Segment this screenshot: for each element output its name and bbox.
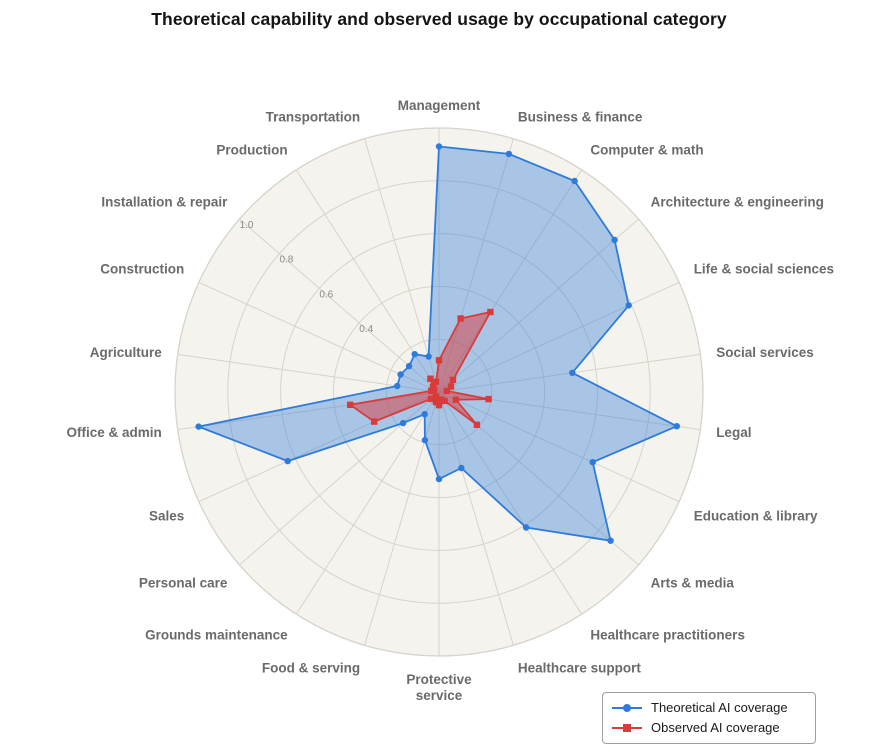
category-label: Healthcare support (518, 661, 642, 676)
legend-sample-observed (612, 721, 642, 735)
category-label: Transportation (266, 109, 361, 124)
category-label: Construction (100, 262, 184, 277)
category-label: Grounds maintenance (145, 628, 288, 643)
category-label: Computer & math (590, 142, 703, 157)
category-label: Business & finance (518, 109, 643, 124)
square-marker-icon (623, 723, 631, 732)
legend-label-theoretical: Theoretical AI coverage (651, 700, 788, 715)
legend-label-observed: Observed AI coverage (651, 720, 780, 735)
svg-text:0.4: 0.4 (359, 324, 373, 335)
category-label: Healthcare practitioners (590, 628, 745, 643)
category-label: Installation & repair (101, 195, 228, 210)
category-label: Legal (716, 425, 751, 440)
category-label: Personal care (139, 575, 228, 590)
legend-sample-theoretical (612, 701, 642, 715)
category-label: Production (216, 142, 287, 157)
category-label: Agriculture (90, 345, 163, 360)
category-labels: Management Business & finance Computer & m… (67, 98, 834, 703)
series-markers-0 (195, 143, 680, 544)
category-label: Architecture & engineering (651, 195, 824, 210)
svg-text:1.0: 1.0 (240, 220, 254, 231)
category-label: Food & serving (262, 661, 360, 676)
category-label: Arts & media (651, 575, 735, 590)
category-label: Protective service (406, 672, 472, 703)
category-label: Office & admin (67, 425, 162, 440)
legend-item-observed: Observed AI coverage (612, 720, 805, 735)
legend-item-theoretical: Theoretical AI coverage (612, 700, 805, 715)
series-markers-1 (347, 308, 494, 428)
category-label: Management (398, 98, 481, 113)
legend: Theoretical AI coverage Observed AI cove… (602, 692, 816, 744)
svg-text:0.6: 0.6 (319, 289, 333, 300)
radial-tick-labels: 0.4 0.6 0.8 1.0 (240, 220, 374, 335)
category-label: Sales (149, 508, 184, 523)
circle-marker-icon (623, 703, 631, 712)
category-label: Education & library (694, 508, 818, 523)
svg-text:0.8: 0.8 (279, 255, 293, 266)
category-label: Social services (716, 345, 814, 360)
chart-title: Theoretical capability and observed usag… (151, 9, 727, 29)
category-label: Life & social sciences (694, 262, 834, 277)
